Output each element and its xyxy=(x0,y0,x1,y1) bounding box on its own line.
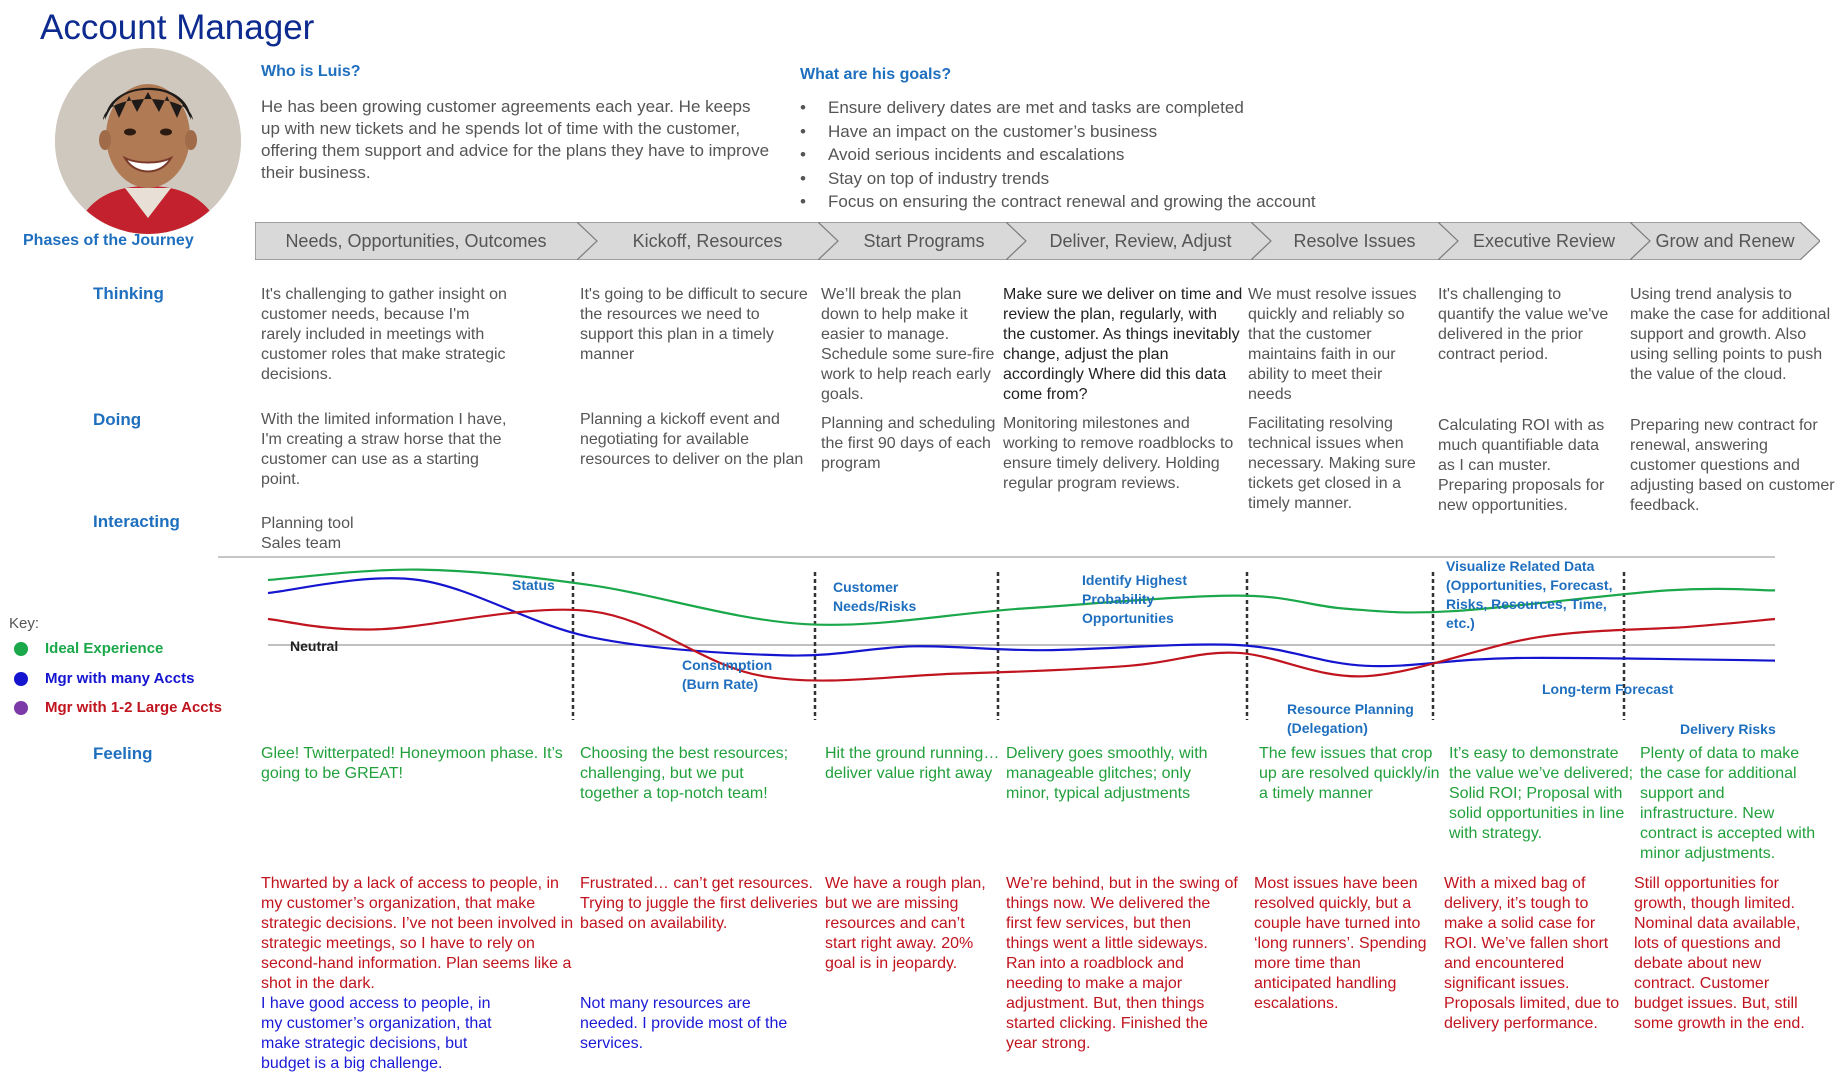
thinking-cell: It's challenging to gather insight on cu… xyxy=(261,286,507,383)
feeling-ideal-cell: Plenty of data to make the case for addi… xyxy=(1640,745,1816,862)
annotation-line: Risks, Resources, Time, xyxy=(1446,596,1607,612)
annotation-line: Customer xyxy=(833,579,899,595)
feeling-ideal-cell: Hit the ground running… deliver value ri… xyxy=(825,745,1000,782)
who-description: He has been growing customer agreements … xyxy=(261,97,770,182)
chart-annotation: Consumption (Burn Rate) xyxy=(682,657,772,692)
feeling-large-accts-cell: With a mixed bag of delivery, it’s tough… xyxy=(1444,875,1620,1032)
phase-chevron: Start Programs xyxy=(818,222,1026,260)
phase-label: Needs, Opportunities, Outcomes xyxy=(285,231,547,251)
doing-cell: Calculating ROI with as much quantifiabl… xyxy=(1438,417,1605,514)
annotation-line: Delivery Risks xyxy=(1680,721,1776,737)
annotation-line: (Burn Rate) xyxy=(682,676,758,692)
goal-item: Stay on top of industry trends xyxy=(800,167,1316,191)
phase-chevron: Needs, Opportunities, Outcomes xyxy=(255,222,597,260)
annotation-line: Consumption xyxy=(682,657,772,673)
many-accts-line xyxy=(267,577,1776,668)
key-label-many-accts: Mgr with many Accts xyxy=(45,670,195,687)
goals-list: Ensure delivery dates are met and tasks … xyxy=(800,96,1316,214)
phase-chevron: Kickoff, Resources xyxy=(577,222,838,260)
key-label-ideal: Ideal Experience xyxy=(45,640,164,657)
annotation-line: Identify Highest xyxy=(1082,572,1187,588)
goal-item: Ensure delivery dates are met and tasks … xyxy=(800,96,1316,120)
annotation-line: (Opportunities, Forecast, xyxy=(1446,577,1612,593)
feeling-large-accts-cell: Most issues have been resolved quickly, … xyxy=(1254,875,1427,1012)
goals-heading: What are his goals? xyxy=(800,66,952,83)
interacting-item: Sales team xyxy=(261,535,342,552)
feeling-ideal-cell: It’s easy to demonstrate the value we’ve… xyxy=(1449,745,1634,842)
phase-label: Start Programs xyxy=(863,231,985,251)
annotation-line: Opportunities xyxy=(1082,610,1174,626)
thinking-cell: It's going to be difficult to secure the… xyxy=(580,286,808,363)
key-dot-ideal xyxy=(14,642,28,656)
chart-annotation: Identify Highest Probability Opportunities xyxy=(1082,572,1187,626)
phase-label: Kickoff, Resources xyxy=(632,231,783,251)
thinking-row-label: Thinking xyxy=(93,284,164,303)
interacting-item: Planning tool xyxy=(261,515,354,532)
doing-cell: Facilitating resolving technical issues … xyxy=(1248,415,1416,512)
doing-row-label: Doing xyxy=(93,410,142,429)
phase-chevron: Resolve Issues xyxy=(1251,222,1458,260)
feeling-ideal-cell: Glee! Twitterpated! Honeymoon phase. It’… xyxy=(261,745,563,782)
phases-row-label: Phases of the Journey xyxy=(23,232,194,249)
doing-cell: Planning and scheduling the first 90 day… xyxy=(821,415,996,472)
thinking-cell: We must resolve issues quickly and relia… xyxy=(1248,286,1417,403)
doing-cell: Monitoring milestones and working to rem… xyxy=(1003,415,1234,492)
key-heading: Key: xyxy=(9,615,40,632)
goal-item: Focus on ensuring the contract renewal a… xyxy=(800,190,1316,214)
feeling-large-accts-cell: We have a rough plan, but we are missing… xyxy=(825,875,986,972)
annotation-line: Status xyxy=(512,577,555,593)
thinking-cell: It's challenging to quantify the value w… xyxy=(1438,286,1609,363)
key-dot-many-accts xyxy=(14,672,28,686)
phase-chevron: Executive Review xyxy=(1438,222,1650,260)
annotation-line: Probability xyxy=(1082,591,1155,607)
phase-label: Executive Review xyxy=(1472,231,1616,251)
interacting-row-label: Interacting xyxy=(93,512,180,531)
feeling-many-accts-cell: I have good access to people, in my cust… xyxy=(261,995,492,1072)
key-dot-large-accts xyxy=(14,701,28,715)
phase-label: Resolve Issues xyxy=(1293,231,1416,251)
feeling-large-accts-cell: Still opportunities for growth, though l… xyxy=(1634,875,1805,1032)
chart-annotation: Customer Needs/Risks xyxy=(833,579,916,614)
annotation-line: (Delegation) xyxy=(1287,720,1368,736)
chart-annotation: Status xyxy=(512,577,555,593)
feeling-ideal-cell: The few issues that crop up are resolved… xyxy=(1259,745,1440,802)
who-heading: Who is Luis? xyxy=(261,63,361,80)
annotation-line: Visualize Related Data xyxy=(1446,558,1595,574)
phase-label: Grow and Renew xyxy=(1655,231,1795,251)
feeling-many-accts-cell: Not many resources are needed. I provide… xyxy=(580,995,788,1052)
annotation-line: Needs/Risks xyxy=(833,598,916,614)
goal-item: Avoid serious incidents and escalations xyxy=(800,143,1316,167)
doing-cell: Planning a kickoff event and negotiating… xyxy=(580,411,804,468)
feeling-large-accts-cell: We’re behind, but in the swing of things… xyxy=(1006,875,1238,1052)
key-label-large-accts: Mgr with 1-2 Large Accts xyxy=(45,699,222,716)
feeling-row-label: Feeling xyxy=(93,744,153,763)
thinking-cell: Using trend analysis to make the case fo… xyxy=(1630,286,1831,383)
feeling-large-accts-cell: Thwarted by a lack of access to people, … xyxy=(261,875,574,992)
annotation-line: Long-term Forecast xyxy=(1542,681,1674,697)
thinking-cell: Make sure we deliver on time and review … xyxy=(1003,286,1243,403)
doing-cell: With the limited information I have, I'm… xyxy=(261,411,507,488)
chart-annotation: Delivery Risks xyxy=(1680,721,1776,737)
persona-avatar xyxy=(55,48,241,234)
chart-annotation: Visualize Related Data (Opportunities, Fo… xyxy=(1446,558,1612,631)
page-title: Account Manager xyxy=(40,8,315,47)
annotation-line: etc.) xyxy=(1446,615,1475,631)
feeling-ideal-cell: Delivery goes smoothly, with manageable … xyxy=(1006,745,1208,802)
ideal-experience-line xyxy=(267,568,1776,626)
phase-chevron: Grow and Renew xyxy=(1630,222,1820,260)
doing-cell: Preparing new contract for renewal, answ… xyxy=(1630,417,1835,514)
neutral-label: Neutral xyxy=(290,638,338,654)
feeling-large-accts-cell: Frustrated… can’t get resources. Trying … xyxy=(580,875,818,932)
phase-chevron: Deliver, Review, Adjust xyxy=(1006,222,1271,260)
goal-item: Have an impact on the customer’s busines… xyxy=(800,120,1316,144)
large-accts-line xyxy=(267,608,1776,682)
annotation-line: Resource Planning xyxy=(1287,701,1414,717)
feeling-ideal-cell: Choosing the best resources; challenging… xyxy=(580,745,789,802)
thinking-cell: We’ll break the plan down to help make i… xyxy=(821,286,995,403)
chart-annotation: Resource Planning (Delegation) xyxy=(1287,701,1414,736)
phase-label: Deliver, Review, Adjust xyxy=(1049,231,1232,251)
chart-annotation: Long-term Forecast xyxy=(1542,681,1674,697)
